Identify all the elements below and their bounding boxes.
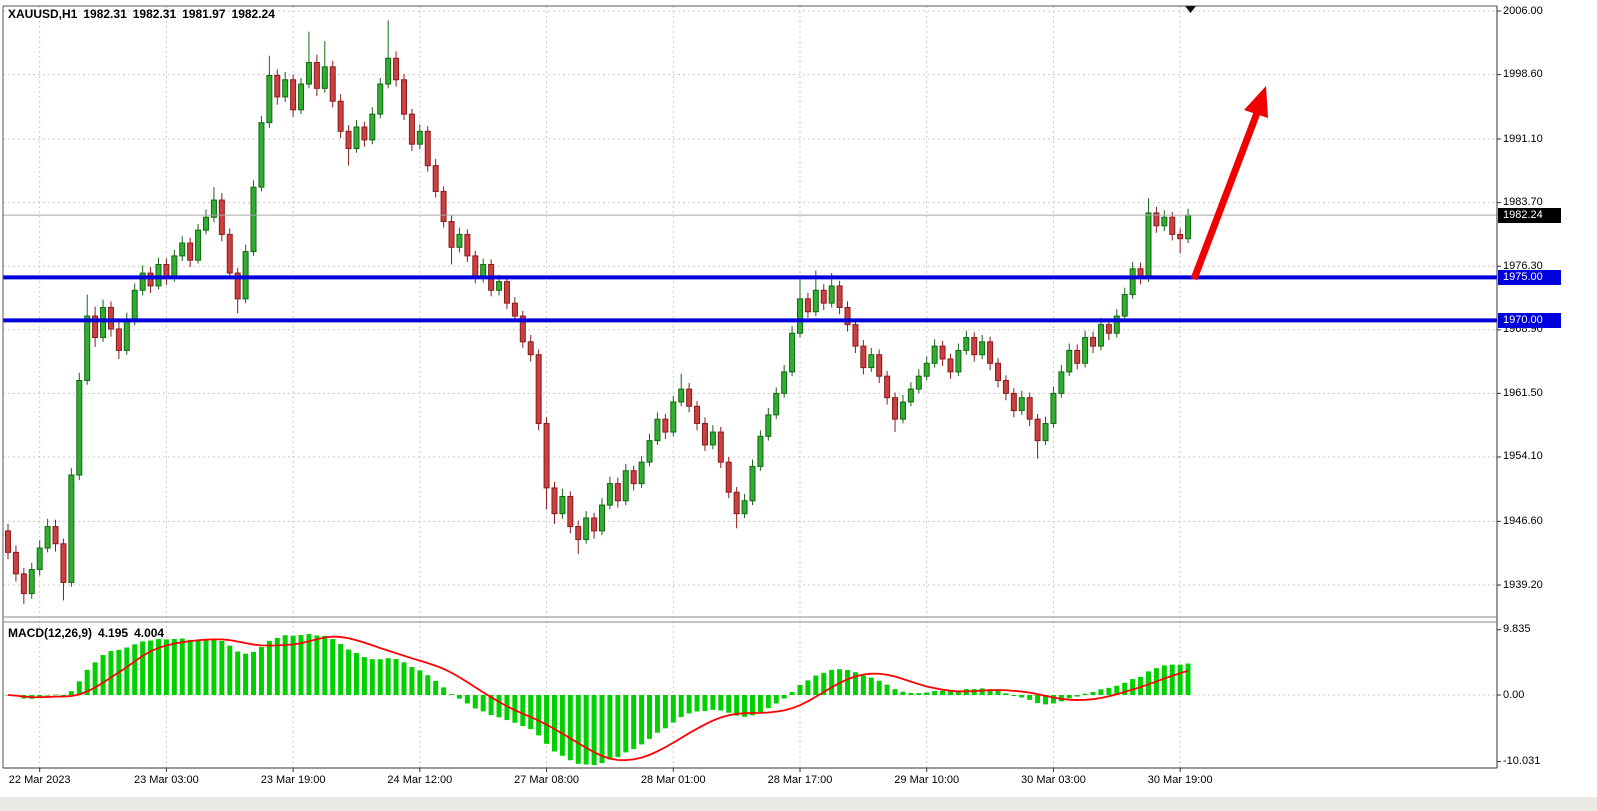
- window-bottom-strip: [0, 797, 1597, 811]
- candles-series: [5, 20, 1192, 604]
- trend-arrow[interactable]: [1190, 86, 1268, 281]
- gridlines: [3, 6, 1497, 768]
- chart-shift-marker-icon[interactable]: [1185, 6, 1196, 13]
- macd-signal-line: [7, 635, 1189, 762]
- time-axis[interactable]: [0, 768, 1497, 794]
- pane-borders: [2, 5, 1501, 772]
- macd-indicator: [5, 634, 1191, 766]
- price-axis[interactable]: [1497, 6, 1597, 768]
